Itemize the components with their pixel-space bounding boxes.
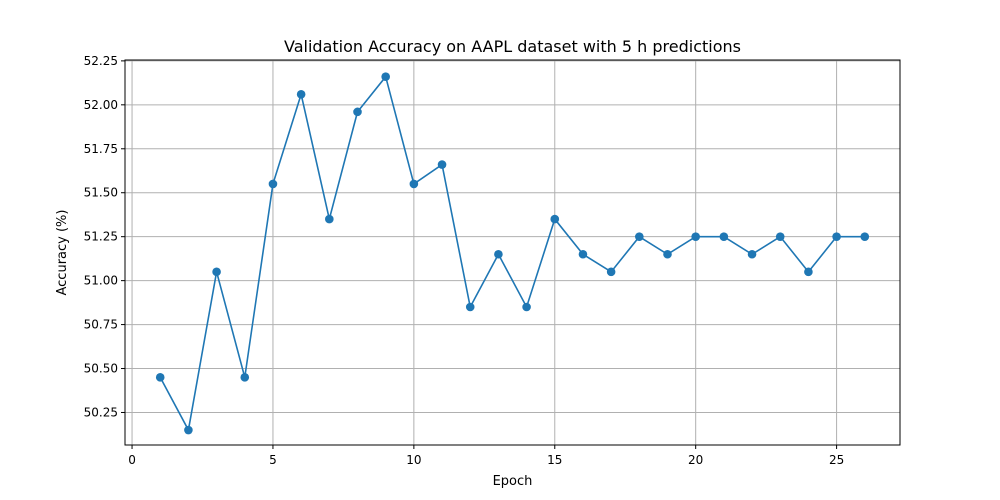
y-tick-label: 51.75 — [84, 142, 118, 156]
grid-lines — [125, 60, 900, 445]
x-tick-label: 20 — [688, 453, 703, 467]
data-point — [325, 214, 334, 224]
data-point — [691, 232, 700, 241]
x-tick-label: 0 — [128, 453, 136, 467]
y-tick-label: 52.00 — [84, 98, 118, 112]
data-point — [775, 232, 785, 241]
data-point — [381, 72, 390, 82]
data-point — [296, 89, 306, 99]
x-axis-label: Epoch — [493, 474, 533, 489]
x-tick-label: 15 — [547, 453, 562, 467]
data-point — [240, 373, 250, 382]
x-tick-label: 10 — [406, 453, 421, 467]
y-tick-label: 51.50 — [84, 186, 118, 200]
axis-ticks: 0 5 10 15 20 25 50.25 50.50 50.75 51.00 51.25 51.50… — [84, 54, 845, 467]
y-tick-label: 50.25 — [84, 405, 118, 419]
series-layer — [155, 72, 870, 435]
y-tick-label: 51.25 — [84, 230, 118, 244]
data-point — [606, 267, 616, 277]
data-point — [719, 232, 729, 241]
series-line — [159, 74, 865, 433]
data-point — [184, 425, 193, 435]
data-point — [155, 373, 165, 382]
x-tick-label: 25 — [829, 453, 844, 467]
data-point — [663, 249, 672, 259]
y-axis-label: Accuracy (%) — [55, 210, 70, 296]
data-point — [437, 160, 447, 169]
y-tick-label: 52.25 — [84, 54, 118, 68]
data-point — [804, 267, 813, 277]
data-point — [212, 267, 221, 277]
data-point — [635, 232, 644, 241]
data-point — [578, 249, 588, 259]
y-tick-label: 50.75 — [84, 318, 118, 332]
data-point — [409, 179, 419, 189]
data-point — [522, 302, 531, 312]
y-tick-label: 51.00 — [84, 274, 118, 288]
data-point — [550, 214, 560, 224]
data-point — [494, 249, 503, 259]
data-point — [353, 107, 362, 117]
data-point — [465, 302, 475, 312]
y-tick-label: 50.50 — [84, 362, 118, 376]
x-tick-label: 5 — [269, 453, 277, 467]
chart-title: Validation Accuracy on AAPL dataset with… — [284, 37, 741, 56]
plot-area-frame — [124, 59, 901, 446]
data-point — [860, 232, 870, 241]
data-point — [832, 232, 841, 241]
data-point — [268, 179, 278, 189]
data-point — [747, 249, 757, 259]
